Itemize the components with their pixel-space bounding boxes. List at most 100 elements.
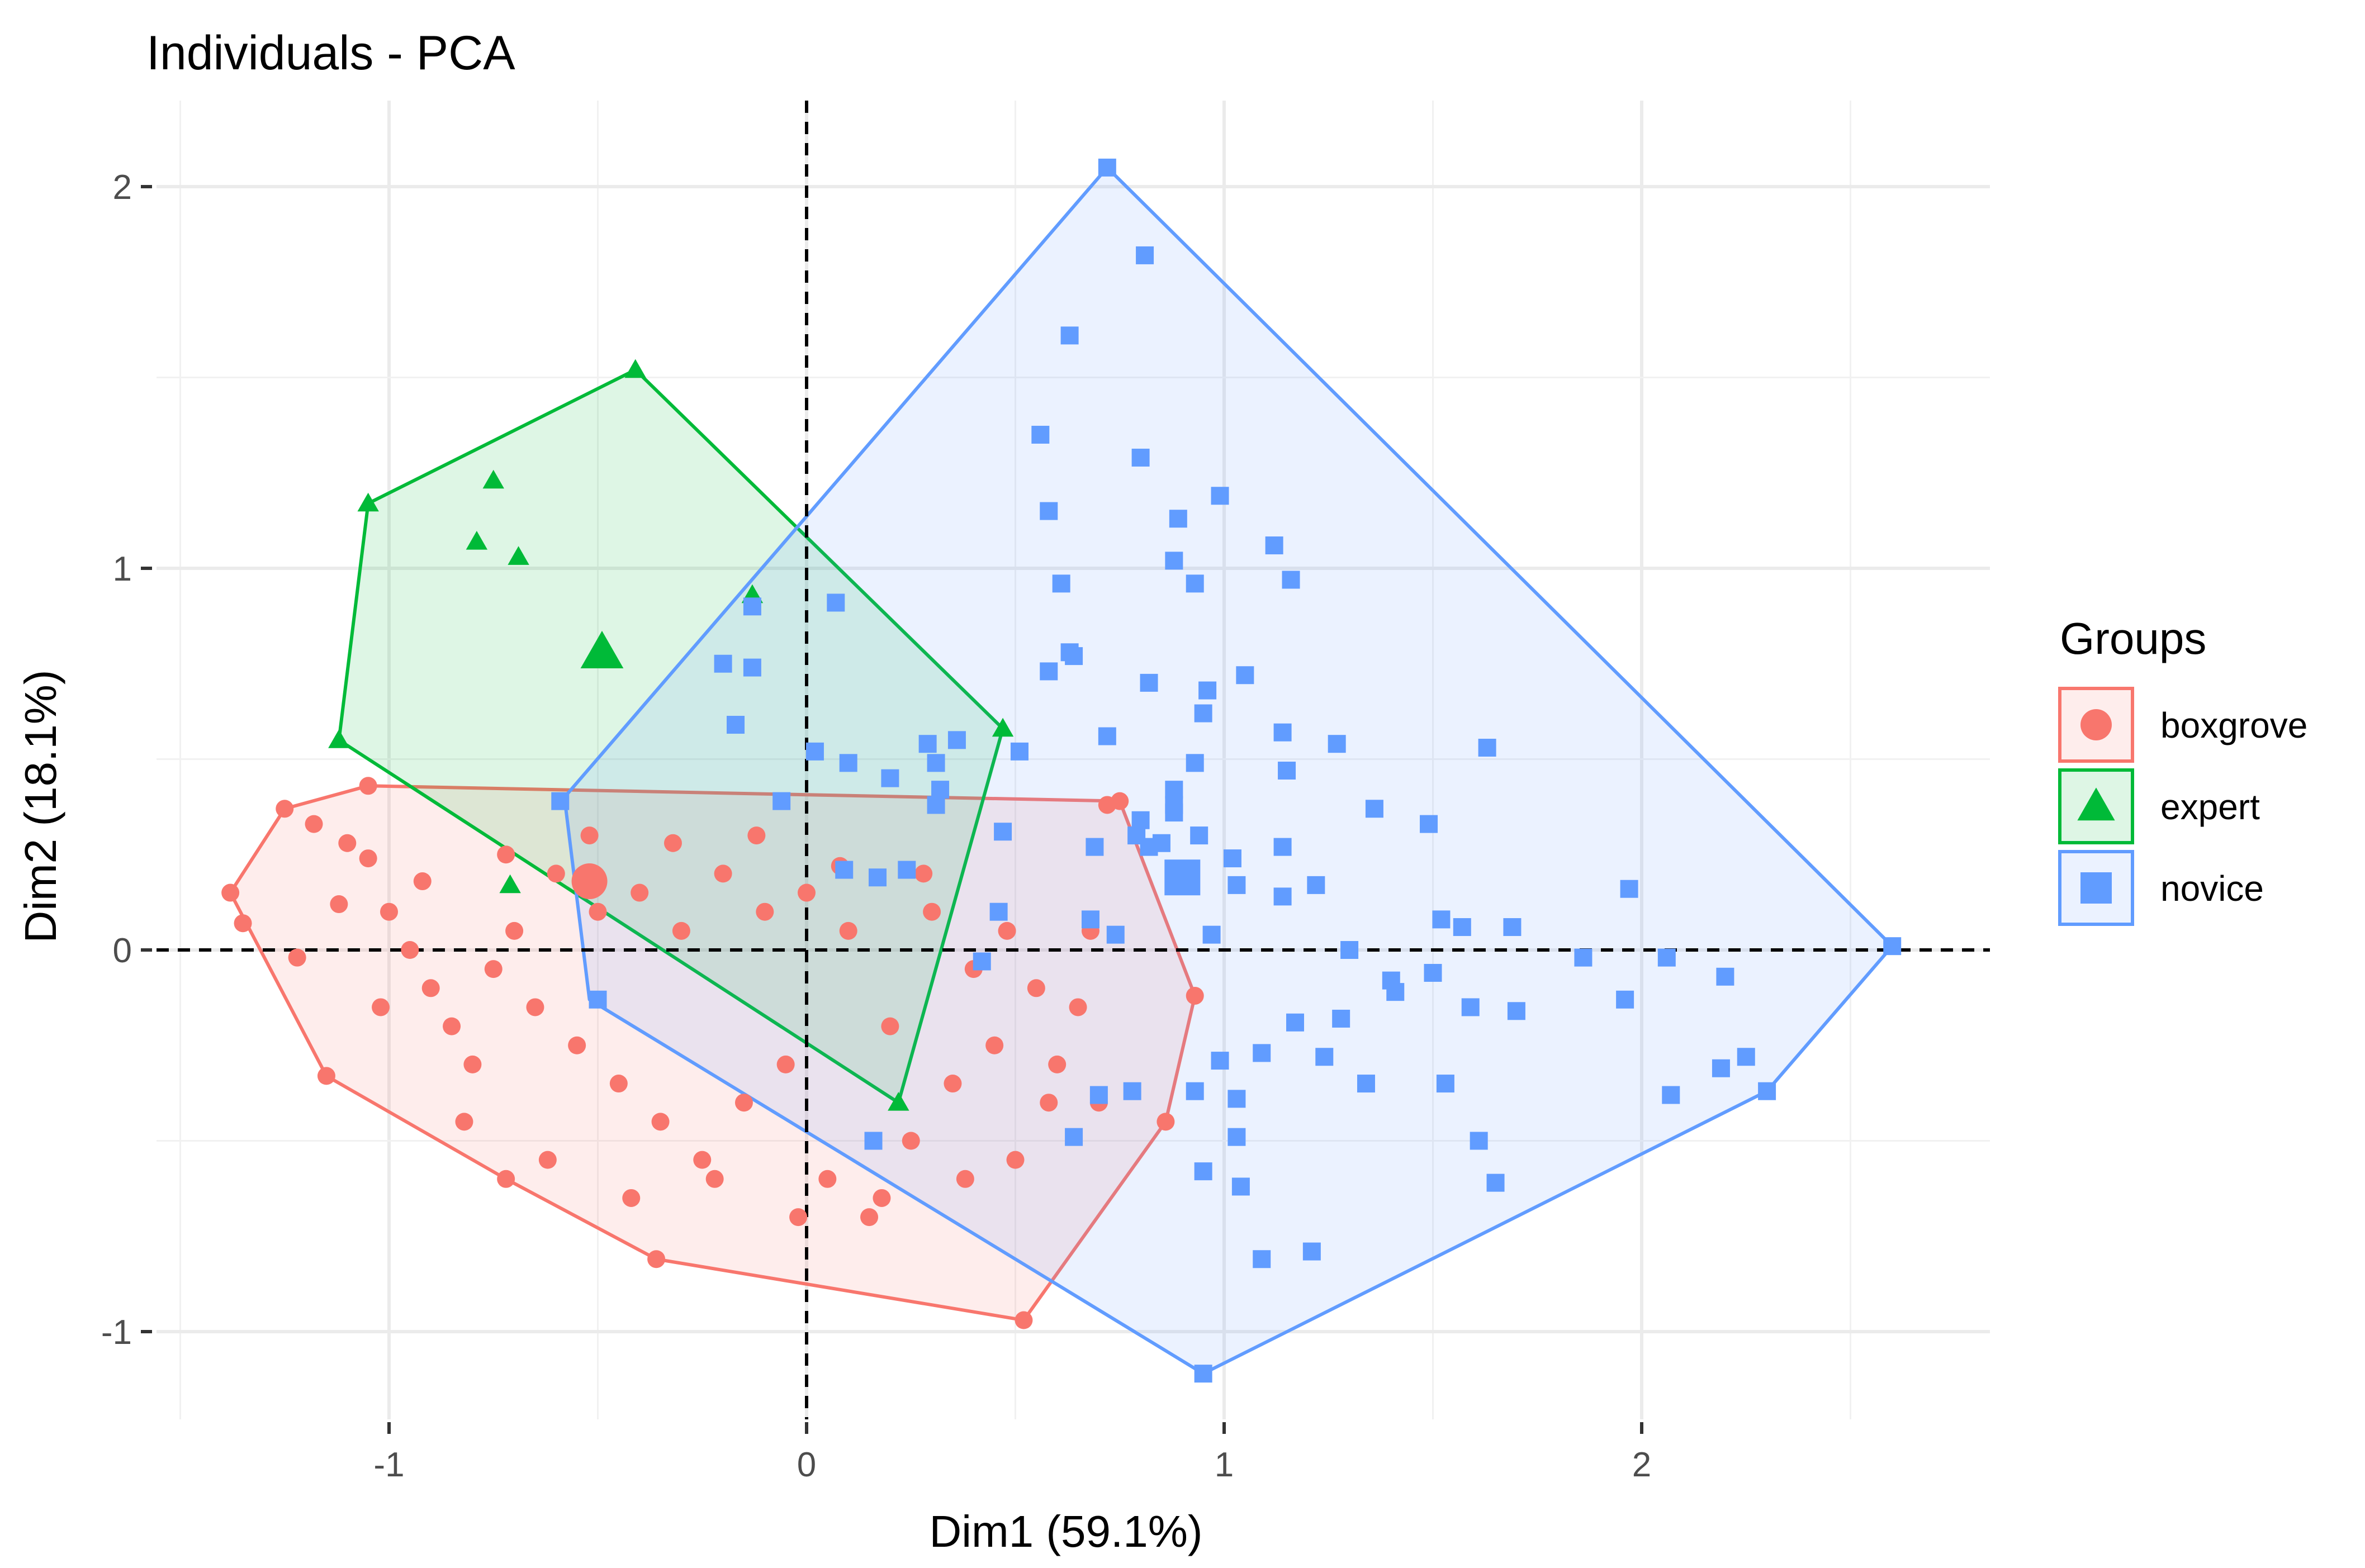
x-tick-label: 2 bbox=[1632, 1446, 1651, 1484]
legend-label-expert: expert bbox=[2160, 787, 2260, 827]
point-novice bbox=[839, 754, 857, 772]
point-novice bbox=[918, 735, 937, 753]
point-novice bbox=[1194, 704, 1212, 723]
point-novice bbox=[1186, 754, 1204, 772]
point-novice bbox=[1165, 552, 1183, 570]
point-boxgrove bbox=[568, 1036, 586, 1054]
point-boxgrove bbox=[985, 1036, 1004, 1054]
point-boxgrove bbox=[497, 1170, 515, 1188]
point-novice bbox=[1131, 448, 1150, 467]
point-novice bbox=[1202, 925, 1221, 944]
point-novice bbox=[1282, 571, 1300, 589]
y-tick-label: -1 bbox=[101, 1313, 132, 1352]
point-novice bbox=[1470, 1132, 1488, 1150]
point-boxgrove bbox=[401, 941, 419, 959]
point-novice bbox=[931, 781, 950, 799]
point-boxgrove bbox=[463, 1055, 482, 1073]
point-novice bbox=[1031, 425, 1050, 444]
point-novice bbox=[1620, 880, 1638, 898]
point-boxgrove bbox=[1015, 1311, 1033, 1329]
point-novice bbox=[1883, 937, 1902, 956]
point-novice bbox=[1194, 1162, 1212, 1181]
point-novice bbox=[1278, 761, 1296, 780]
point-boxgrove bbox=[330, 895, 348, 914]
point-boxgrove bbox=[734, 1094, 753, 1112]
legend-title: Groups bbox=[2060, 614, 2206, 663]
x-tick-label: -1 bbox=[373, 1446, 404, 1484]
point-novice bbox=[1436, 1075, 1454, 1093]
point-boxgrove bbox=[359, 849, 377, 868]
point-boxgrove bbox=[923, 902, 941, 921]
point-novice bbox=[1211, 487, 1229, 505]
point-novice bbox=[1253, 1044, 1271, 1062]
point-novice bbox=[1574, 948, 1593, 967]
point-novice bbox=[1227, 876, 1246, 894]
point-boxgrove bbox=[651, 1113, 670, 1131]
legend-marker-expert bbox=[2077, 787, 2115, 821]
point-boxgrove bbox=[914, 864, 933, 883]
x-axis-ticks: -1 0 1 2 bbox=[373, 1422, 1651, 1484]
point-novice bbox=[1315, 1048, 1334, 1066]
point-novice bbox=[1236, 666, 1254, 685]
point-novice bbox=[743, 597, 761, 616]
point-novice bbox=[1060, 326, 1079, 345]
centroid-novice bbox=[1164, 859, 1201, 896]
point-novice bbox=[1758, 1082, 1776, 1100]
point-novice bbox=[1357, 1075, 1375, 1093]
point-boxgrove bbox=[484, 960, 503, 978]
point-novice bbox=[1123, 1082, 1141, 1100]
point-novice bbox=[1231, 1177, 1250, 1196]
point-novice bbox=[1131, 811, 1150, 829]
point-novice bbox=[1328, 735, 1346, 753]
point-boxgrove bbox=[413, 872, 432, 891]
legend-label-novice: novice bbox=[2160, 868, 2264, 909]
legend: Groups boxgrove expert novice bbox=[2058, 614, 2307, 926]
point-novice bbox=[1140, 673, 1158, 692]
point-novice bbox=[1040, 662, 1058, 681]
point-novice bbox=[1507, 1002, 1525, 1020]
point-novice bbox=[551, 792, 570, 810]
point-boxgrove bbox=[526, 998, 544, 1016]
point-novice bbox=[1186, 1082, 1204, 1100]
point-novice bbox=[1198, 681, 1217, 700]
point-expert bbox=[888, 1092, 909, 1111]
point-boxgrove bbox=[234, 914, 252, 933]
point-novice bbox=[1307, 876, 1325, 894]
point-boxgrove bbox=[789, 1208, 808, 1227]
point-novice bbox=[1211, 1052, 1229, 1070]
point-novice bbox=[1486, 1173, 1505, 1192]
point-boxgrove bbox=[839, 921, 857, 940]
point-boxgrove bbox=[421, 979, 440, 997]
point-boxgrove bbox=[1048, 1055, 1067, 1073]
point-boxgrove bbox=[747, 826, 766, 845]
point-novice bbox=[1453, 918, 1471, 937]
point-expert bbox=[624, 359, 646, 378]
point-boxgrove bbox=[776, 1055, 795, 1073]
point-boxgrove bbox=[860, 1208, 879, 1227]
chart-title: Individuals - PCA bbox=[146, 26, 515, 80]
x-tick-label: 0 bbox=[797, 1446, 816, 1484]
point-novice bbox=[714, 654, 732, 673]
point-novice bbox=[1136, 246, 1154, 264]
legend-marker-boxgrove bbox=[2080, 709, 2112, 740]
point-novice bbox=[805, 742, 824, 761]
centroid-expert bbox=[580, 630, 624, 669]
point-boxgrove bbox=[1157, 1113, 1175, 1131]
point-boxgrove bbox=[622, 1189, 641, 1207]
point-boxgrove bbox=[944, 1075, 962, 1093]
point-novice bbox=[898, 861, 916, 879]
point-boxgrove bbox=[609, 1075, 628, 1093]
point-novice bbox=[927, 796, 945, 814]
point-boxgrove bbox=[305, 815, 323, 833]
point-boxgrove bbox=[547, 864, 565, 883]
point-novice bbox=[1273, 723, 1292, 742]
point-boxgrove bbox=[359, 777, 377, 795]
point-boxgrove bbox=[580, 826, 599, 845]
point-expert bbox=[499, 874, 521, 894]
point-novice bbox=[743, 658, 761, 677]
point-boxgrove bbox=[1186, 986, 1204, 1005]
point-novice bbox=[989, 902, 1008, 921]
point-boxgrove bbox=[589, 902, 607, 921]
point-boxgrove bbox=[372, 998, 390, 1016]
